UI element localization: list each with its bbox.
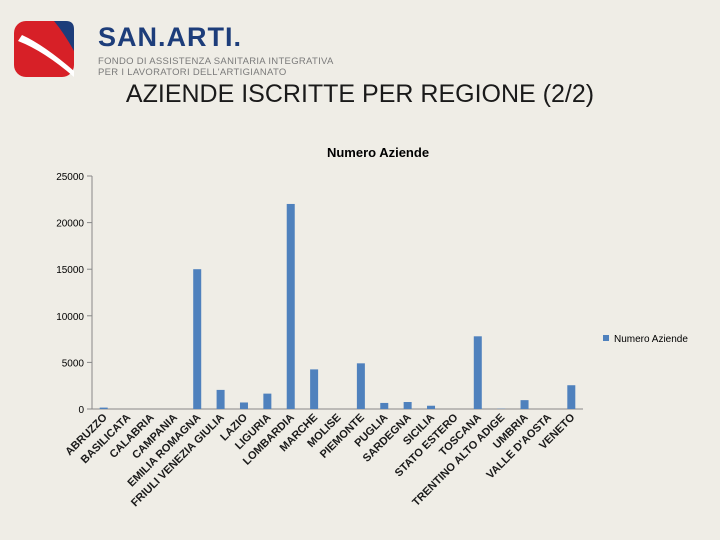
logo-mark-icon bbox=[14, 21, 74, 77]
y-tick-label: 0 bbox=[78, 405, 84, 416]
y-tick-label: 5000 bbox=[62, 358, 85, 369]
bar-lombardia bbox=[286, 203, 295, 409]
bar-marche bbox=[310, 369, 319, 409]
bar-abruzzo bbox=[99, 407, 108, 409]
y-tick-label: 20000 bbox=[56, 219, 84, 230]
logo-blue-corner bbox=[54, 21, 74, 51]
logo-name: SAN.ARTI. bbox=[98, 22, 242, 52]
bar-lazio bbox=[239, 402, 248, 409]
bar-emilia-romagna bbox=[193, 269, 202, 409]
bar-toscana bbox=[473, 336, 482, 409]
legend-label: Numero Aziende bbox=[614, 334, 688, 345]
y-tick-label: 15000 bbox=[56, 265, 84, 276]
bar-liguria bbox=[263, 393, 272, 409]
legend-swatch bbox=[603, 335, 609, 341]
bar-umbria bbox=[520, 400, 529, 409]
bar-puglia bbox=[380, 402, 389, 409]
logo-subtitle-line1: FONDO DI ASSISTENZA SANITARIA INTEGRATIV… bbox=[98, 56, 334, 67]
y-tick-label: 10000 bbox=[56, 312, 84, 323]
chart-title: Numero Aziende bbox=[327, 145, 429, 160]
logo-subtitle-line2: PER I LAVORATORI DELL'ARTIGIANATO bbox=[98, 67, 287, 78]
bar-piemonte bbox=[356, 363, 365, 409]
bar-friuli-venezia-giulia bbox=[216, 389, 225, 409]
bar-sicilia bbox=[427, 405, 436, 409]
logo: SAN.ARTI. FONDO DI ASSISTENZA SANITARIA … bbox=[14, 18, 333, 78]
bar-sardegna bbox=[403, 402, 412, 409]
bar-veneto bbox=[567, 385, 576, 409]
y-tick-label: 25000 bbox=[56, 172, 84, 183]
slide-title: AZIENDE ISCRITTE PER REGIONE (2/2) bbox=[125, 80, 595, 108]
logo-swoosh bbox=[18, 35, 74, 77]
